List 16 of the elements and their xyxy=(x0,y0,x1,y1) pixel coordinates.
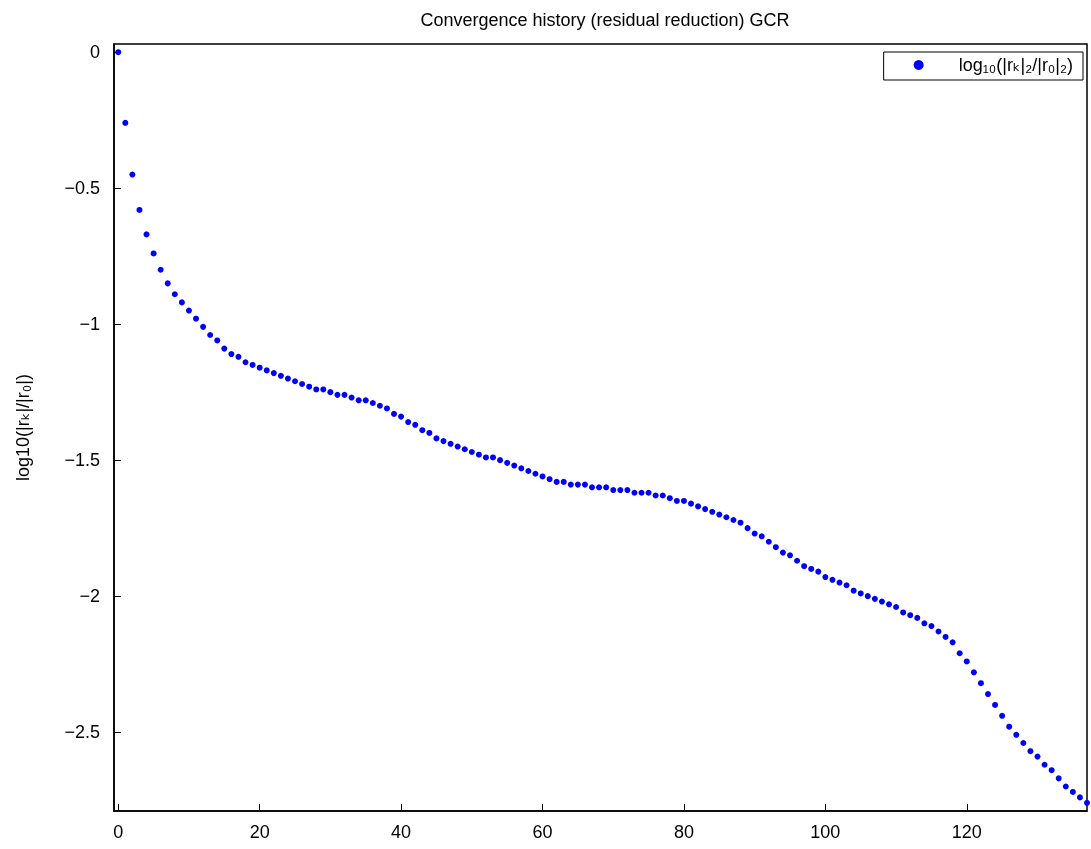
x-tick-label: 60 xyxy=(532,822,553,842)
y-tick-label: −0.5 xyxy=(64,178,100,199)
legend-label: log₁₀(|rₖ|₂/|r₀|₂) xyxy=(958,55,1073,75)
x-tick-label: 40 xyxy=(391,822,412,842)
y-tick-label: 0 xyxy=(89,42,100,63)
y-tick-label: −2 xyxy=(79,586,100,607)
chart-title: Convergence history (residual reduction) GCR xyxy=(420,10,790,30)
y-tick-label: −1 xyxy=(79,314,100,335)
y-axis-title: log10(|rₖ|/|r₀|) xyxy=(13,374,33,481)
x-tick-label: 100 xyxy=(810,822,841,842)
y-tick-label: −2.5 xyxy=(64,722,100,743)
x-tick-label: 120 xyxy=(951,822,982,842)
y-tick-label: −1.5 xyxy=(64,450,100,471)
x-tick-label: 0 xyxy=(113,822,124,842)
x-tick-label: 80 xyxy=(673,822,694,842)
x-tick-label: 20 xyxy=(249,822,270,842)
